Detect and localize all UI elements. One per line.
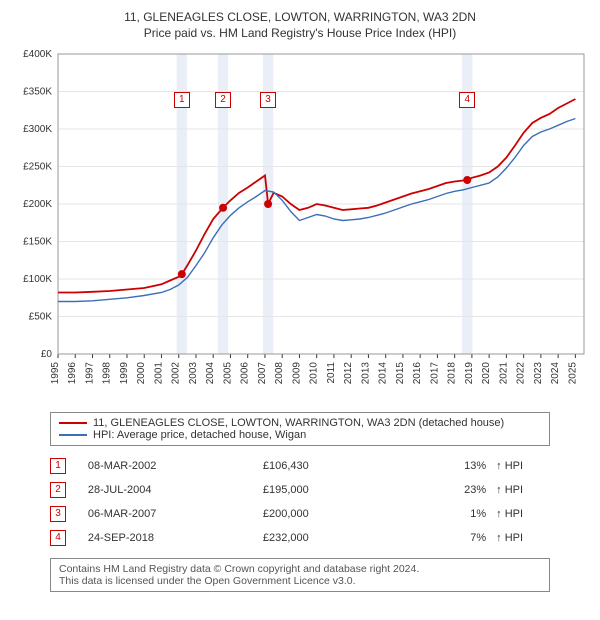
svg-text:1999: 1999 [119, 362, 130, 385]
svg-text:£350K: £350K [23, 87, 52, 98]
svg-text:£250K: £250K [23, 162, 52, 173]
svg-text:2006: 2006 [240, 362, 251, 385]
footer-line-2: This data is licensed under the Open Gov… [59, 575, 541, 587]
svg-text:2022: 2022 [516, 362, 527, 385]
svg-text:2002: 2002 [171, 362, 182, 385]
svg-text:2009: 2009 [291, 362, 302, 385]
svg-text:£150K: £150K [23, 237, 52, 248]
tx-date: 24-SEP-2018 [88, 526, 263, 550]
tx-index: 1 [50, 458, 66, 474]
svg-text:£50K: £50K [29, 312, 53, 323]
svg-text:£400K: £400K [23, 49, 52, 60]
tx-price: £232,000 [263, 526, 409, 550]
tx-date: 08-MAR-2002 [88, 454, 263, 478]
footer-line-1: Contains HM Land Registry data © Crown c… [59, 563, 541, 575]
svg-text:2025: 2025 [567, 362, 578, 385]
tx-pct: 1% [409, 502, 496, 526]
transactions-table: 108-MAR-2002£106,43013%↑ HPI228-JUL-2004… [50, 454, 550, 550]
tx-price: £106,430 [263, 454, 409, 478]
chart-area: £0 £50K £100K £150K £200K £250K £300K £350K £400… [8, 46, 592, 406]
svg-text:2023: 2023 [533, 362, 544, 385]
table-row: 3 06-MAR-2007£200,0001%↑ HPI [50, 502, 550, 526]
svg-text:2007: 2007 [257, 362, 268, 385]
svg-text:2012: 2012 [343, 362, 354, 385]
svg-text:2000: 2000 [136, 362, 147, 385]
tx-index: 4 [50, 530, 66, 546]
legend-swatch [59, 422, 87, 424]
svg-text:2020: 2020 [481, 362, 492, 385]
tx-rel: ↑ HPI [496, 502, 550, 526]
svg-text:2017: 2017 [429, 362, 440, 385]
sale-marker-1: 1 [174, 92, 190, 108]
tx-rel: ↑ HPI [496, 478, 550, 502]
chart-subtitle: Price paid vs. HM Land Registry's House … [8, 26, 592, 40]
tx-date: 28-JUL-2004 [88, 478, 263, 502]
legend-label: HPI: Average price, detached house, Wiga… [93, 429, 306, 441]
svg-text:2021: 2021 [498, 362, 509, 385]
table-row: 2 28-JUL-2004£195,00023%↑ HPI [50, 478, 550, 502]
svg-text:2010: 2010 [309, 362, 320, 385]
svg-text:2013: 2013 [360, 362, 371, 385]
svg-text:1997: 1997 [84, 362, 95, 385]
chart-title: 11, GLENEAGLES CLOSE, LOWTON, WARRINGTON… [8, 10, 592, 24]
tx-index: 3 [50, 506, 66, 522]
tx-index: 2 [50, 482, 66, 498]
svg-text:2003: 2003 [188, 362, 199, 385]
svg-text:2024: 2024 [550, 362, 561, 385]
tx-pct: 7% [409, 526, 496, 550]
svg-text:1995: 1995 [50, 362, 61, 385]
svg-text:£300K: £300K [23, 124, 52, 135]
svg-text:2011: 2011 [326, 362, 337, 384]
tx-date: 06-MAR-2007 [88, 502, 263, 526]
sale-marker-4: 4 [459, 92, 475, 108]
svg-text:2004: 2004 [205, 362, 216, 385]
legend-item: 11, GLENEAGLES CLOSE, LOWTON, WARRINGTON… [59, 417, 541, 429]
legend: 11, GLENEAGLES CLOSE, LOWTON, WARRINGTON… [50, 412, 550, 446]
chart-svg: £0 £50K £100K £150K £200K £250K £300K £350K £400… [8, 46, 592, 406]
svg-text:2001: 2001 [153, 362, 164, 385]
svg-text:2008: 2008 [274, 362, 285, 385]
svg-text:£200K: £200K [23, 199, 52, 210]
svg-text:2005: 2005 [222, 362, 233, 385]
legend-item: HPI: Average price, detached house, Wiga… [59, 429, 541, 441]
svg-text:£100K: £100K [23, 274, 52, 285]
svg-text:2018: 2018 [447, 362, 458, 385]
svg-text:1998: 1998 [102, 362, 113, 385]
tx-rel: ↑ HPI [496, 526, 550, 550]
svg-text:2014: 2014 [378, 362, 389, 385]
footer: Contains HM Land Registry data © Crown c… [50, 558, 550, 592]
svg-text:1996: 1996 [67, 362, 78, 385]
svg-text:2016: 2016 [412, 362, 423, 385]
legend-swatch [59, 434, 87, 436]
sale-marker-3: 3 [260, 92, 276, 108]
tx-pct: 23% [409, 478, 496, 502]
svg-text:2015: 2015 [395, 362, 406, 385]
sale-marker-2: 2 [215, 92, 231, 108]
tx-rel: ↑ HPI [496, 454, 550, 478]
table-row: 1 08-MAR-2002£106,43013%↑ HPI [50, 454, 550, 478]
tx-pct: 13% [409, 454, 496, 478]
tx-price: £195,000 [263, 478, 409, 502]
legend-label: 11, GLENEAGLES CLOSE, LOWTON, WARRINGTON… [93, 417, 504, 429]
svg-text:2019: 2019 [464, 362, 475, 385]
tx-price: £200,000 [263, 502, 409, 526]
table-row: 4 24-SEP-2018£232,0007%↑ HPI [50, 526, 550, 550]
svg-text:£0: £0 [41, 349, 53, 360]
